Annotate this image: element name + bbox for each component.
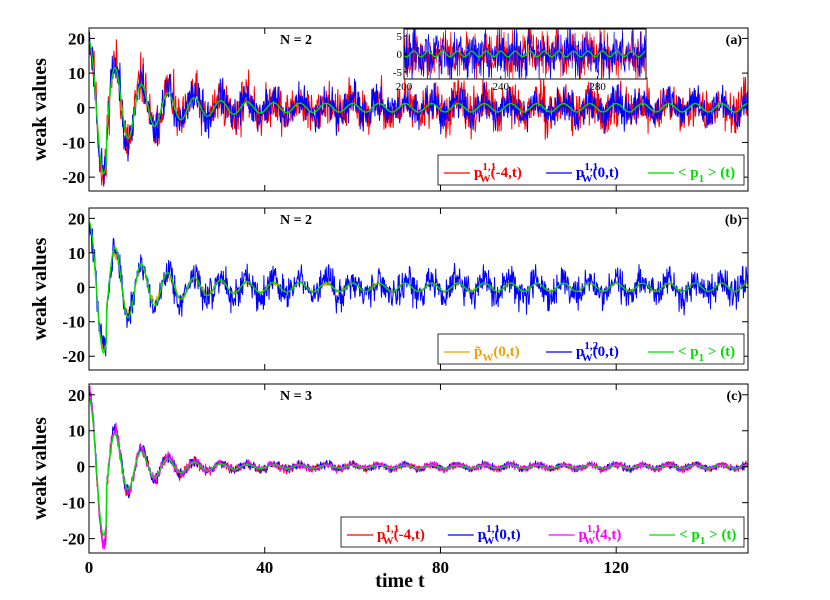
y-tick-label: 20 — [68, 386, 85, 405]
inset-series-line — [404, 29, 646, 79]
inset-series-line — [404, 50, 646, 58]
series-group — [89, 31, 748, 187]
series-line — [89, 41, 748, 175]
inset-x-tick-label: 280 — [589, 81, 606, 93]
legend-entry: p1,1 W(-4,t) — [474, 161, 522, 185]
series-line — [89, 397, 748, 536]
legend-entry: p1,1 W(0,t) — [478, 523, 521, 547]
panel-label: (a) — [726, 33, 743, 48]
panel-label: (c) — [726, 389, 742, 404]
legend-box — [437, 154, 745, 186]
y-tick-label: 0 — [77, 99, 86, 118]
legend-entry: p1,1 W(4,t) — [579, 523, 622, 547]
y-tick-label: -10 — [62, 313, 85, 332]
y-tick-label: 10 — [68, 422, 85, 441]
x-axis-label: time t — [375, 570, 425, 592]
plot-frame — [88, 27, 749, 192]
y-tick-label: -10 — [62, 494, 85, 513]
panel-label: (b) — [725, 213, 742, 228]
legend-entry: < p1 > (t) — [678, 344, 735, 364]
panel-1: 20 10 0 -10 -20 weak values N = 2 (a) p1,1 W(-4,t… — [29, 27, 749, 192]
inset-x-tick-label: 200 — [396, 81, 413, 93]
legend-entry: p1,2 W(0,t) — [576, 340, 619, 364]
panel-title: N = 2 — [280, 33, 312, 48]
legend: p1,1 W(-4,t) p1,1 W(0,t) p1,1 W(4,t) < p1 > (t… — [340, 516, 745, 548]
series-group — [89, 385, 748, 551]
y-tick-label: -20 — [62, 347, 85, 366]
inset-y-tick-label: 0 — [397, 49, 403, 61]
legend-entry: < p1 > (t) — [678, 165, 735, 185]
panel-2: 20 10 0 -10 -20 weak values N = 2 (b) p̃W(0,t) p1… — [29, 207, 749, 371]
x-tick-label: 0 — [85, 558, 94, 577]
y-tick-label: -10 — [62, 133, 85, 152]
x-tick-label: 120 — [603, 558, 629, 577]
inset-y-tick-label: 5 — [397, 31, 403, 43]
y-tick-label: 0 — [77, 278, 86, 297]
plot-frame — [88, 207, 749, 371]
panel-title: N = 2 — [280, 213, 312, 228]
legend-box — [340, 516, 745, 548]
y-tick-label: -20 — [62, 168, 85, 187]
legend-entry: p1,1 W(-4,t) — [377, 523, 425, 547]
x-tick-label: 40 — [256, 558, 273, 577]
y-tick-label: 0 — [77, 458, 86, 477]
series-group — [89, 221, 748, 357]
legend-box — [437, 333, 745, 365]
y-axis-label: weak values — [29, 58, 51, 161]
plot-frame — [88, 383, 749, 554]
y-tick-label: 10 — [68, 64, 85, 83]
y-axis-label: weak values — [29, 237, 51, 340]
x-tick-label: 80 — [432, 558, 449, 577]
series-line — [89, 221, 748, 354]
legend: p̃W(0,t) p1,2 W(0,t) < p1 > (t) — [437, 333, 745, 365]
inset: 5 0 -5 200 240 280 — [393, 28, 647, 93]
legend-entry: p1,1 W(0,t) — [576, 161, 619, 185]
y-tick-label: -20 — [62, 530, 85, 549]
inset-y-tick-label: -5 — [393, 67, 403, 79]
inset-lines — [404, 29, 646, 79]
inset-x-tick-label: 240 — [493, 81, 510, 93]
legend-entry: p̃W(0,t) — [474, 344, 520, 364]
y-axis-label: weak values — [29, 417, 51, 520]
legend: p1,1 W(-4,t) p1,1 W(0,t) < p1 > (t) — [437, 154, 745, 186]
series-line — [89, 222, 748, 357]
y-tick-label: 10 — [68, 244, 85, 263]
legend-entry: < p1 > (t) — [679, 527, 736, 547]
y-tick-label: 20 — [68, 29, 85, 48]
panel-title: N = 3 — [280, 389, 312, 404]
y-tick-label: 20 — [68, 209, 85, 228]
